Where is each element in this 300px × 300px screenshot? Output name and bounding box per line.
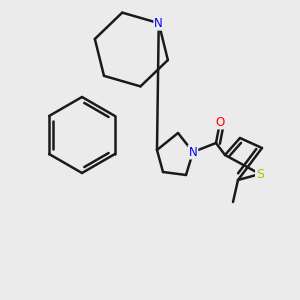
Text: N: N [154, 17, 163, 30]
Text: O: O [215, 116, 225, 128]
Text: S: S [256, 167, 264, 181]
Text: N: N [189, 146, 197, 158]
